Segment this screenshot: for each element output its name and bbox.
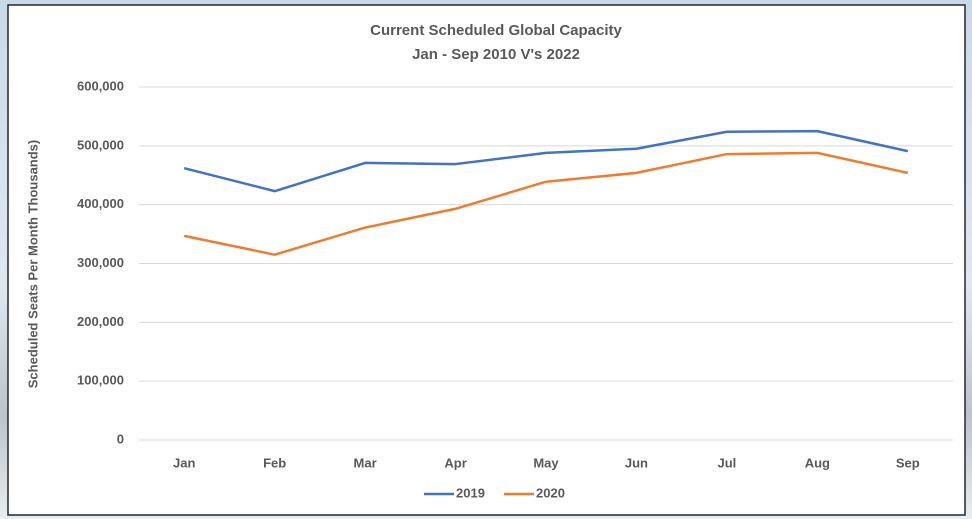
x-tick-label: Mar: [354, 455, 377, 470]
y-tick-label: 0: [117, 431, 124, 446]
x-tick-label: Sep: [896, 455, 920, 470]
x-tick-label: Aug: [805, 455, 830, 470]
y-tick-label: 600,000: [77, 78, 124, 93]
series-line: [183, 129, 909, 193]
y-tick-label: 400,000: [77, 196, 124, 211]
x-tick-label: Apr: [444, 455, 466, 470]
y-tick-label: 100,000: [77, 373, 124, 388]
x-tick-label: Jan: [173, 455, 195, 470]
y-tick-label: 300,000: [77, 255, 124, 270]
x-tick-label: May: [533, 455, 559, 470]
legend-label: 2020: [536, 485, 565, 500]
chart-subtitle: Jan - Sep 2010 V's 2022: [412, 46, 580, 63]
y-tick-label: 500,000: [77, 137, 124, 152]
legend-label: 2019: [456, 485, 485, 500]
y-axis-label: Scheduled Seats Per Month Thousands): [25, 140, 40, 388]
chart-title: Current Scheduled Global Capacity: [370, 22, 622, 39]
x-tick-label: Feb: [263, 455, 286, 470]
y-tick-label: 200,000: [77, 314, 124, 329]
chart-frame: [7, 4, 966, 516]
series-line: [183, 151, 909, 256]
x-tick-label: Jun: [625, 455, 648, 470]
x-tick-label: Jul: [717, 455, 736, 470]
